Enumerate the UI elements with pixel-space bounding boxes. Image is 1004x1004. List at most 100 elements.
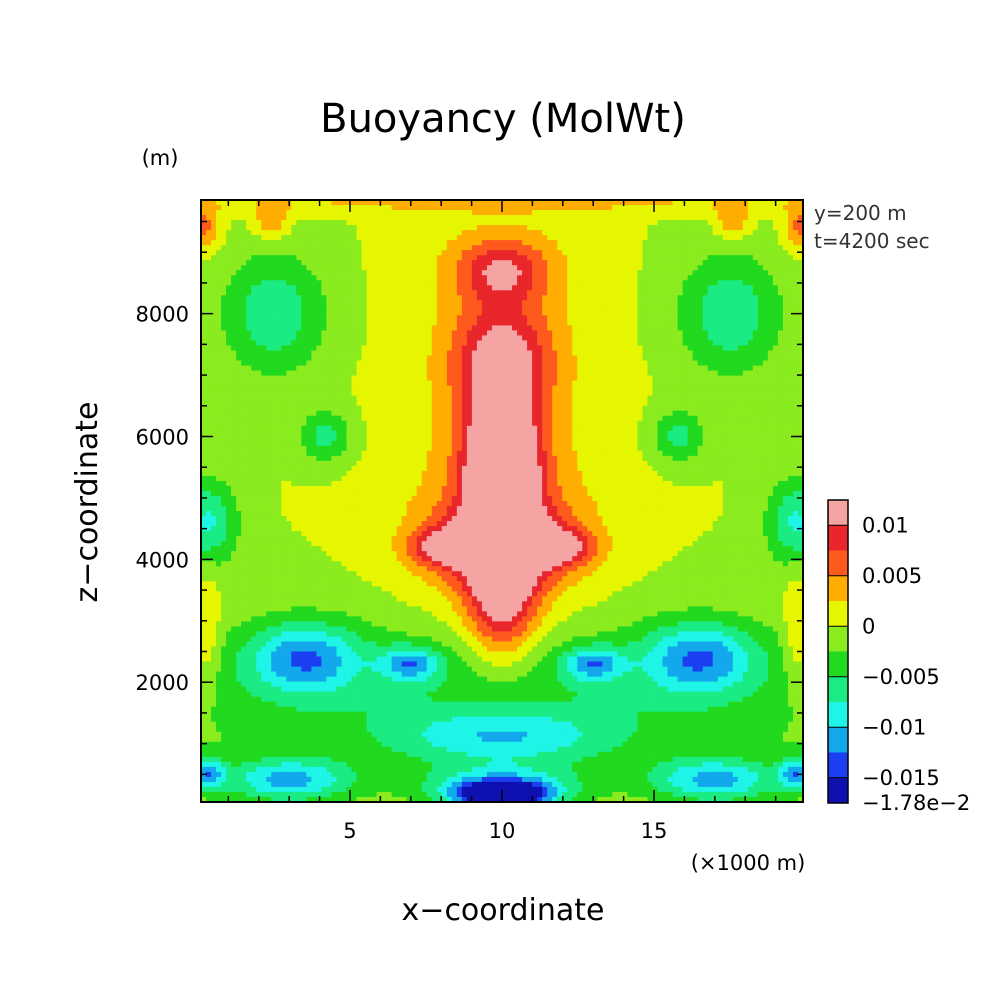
contour-cell [361,225,368,231]
contour-cell [221,305,227,311]
contour-cell [216,315,222,321]
contour-cell [737,240,744,246]
contour-cell [301,355,307,362]
contour-cell [491,345,498,352]
contour-cell [431,365,438,372]
contour-cell [762,350,769,357]
contour-cell [592,315,598,321]
contour-cell [507,365,513,372]
contour-cell [572,300,578,306]
contour-cell [291,270,297,276]
contour-cell [421,315,428,321]
contour-cell [241,300,247,306]
contour-cell [306,350,312,357]
contour-cell [221,220,227,226]
contour-cell [226,300,232,306]
contour-cell [772,390,779,397]
contour-cell [261,225,267,231]
contour-cell [522,325,528,332]
contour-cell [436,355,443,362]
contour-cell [522,280,528,286]
contour-cell [532,200,538,206]
contour-cell [361,370,368,377]
contour-cell [747,255,754,261]
contour-cell [687,310,694,316]
contour-cell [206,230,212,236]
contour-cell [682,360,689,367]
contour-cell [567,230,573,236]
contour-cell [682,295,689,301]
contour-cell [451,345,458,352]
contour-cell [592,205,598,211]
contour-cell [697,220,704,226]
contour-cell [306,365,312,372]
contour-cell [567,355,573,362]
contour-cell [762,260,769,266]
contour-cell [246,350,252,357]
contour-cell [341,305,348,311]
contour-cell [692,230,699,236]
contour-cell [456,320,463,327]
contour-cell [507,230,513,236]
contour-cell [502,295,508,301]
contour-cell [396,360,403,367]
contour-cell [657,370,664,377]
contour-cell [612,385,618,392]
contour-cell [291,320,297,327]
contour-cell [356,320,363,327]
contour-cell [557,375,563,382]
contour-cell [221,240,227,246]
contour-cell [502,265,508,271]
contour-cell [677,280,684,286]
contour-cell [517,275,523,281]
contour-cell [602,250,608,256]
contour-cell [296,390,302,397]
contour-cell [411,395,418,402]
contour-cell [712,355,719,362]
contour-cell [426,220,433,226]
contour-cell [236,255,242,261]
contour-cell [471,260,478,266]
contour-cell [532,290,538,296]
contour-cell [271,260,277,266]
contour-cell [481,210,488,216]
contour-cell [722,330,729,337]
contour-cell [386,220,393,226]
contour-cell [461,390,468,397]
contour-cell [231,320,237,327]
contour-cell [612,360,618,367]
contour-cell [226,390,232,397]
contour-cell [336,390,343,397]
contour-cell [672,290,679,296]
contour-cell [406,350,413,357]
contour-cell [281,340,287,347]
contour-cell [326,360,333,367]
contour-cell [792,230,799,236]
contour-cell [241,350,247,357]
contour-cell [692,205,699,211]
contour-cell [276,380,282,387]
contour-cell [717,365,724,372]
contour-cell [246,340,252,347]
contour-cell [672,355,679,362]
contour-cell [517,265,523,271]
contour-cell [612,220,618,226]
contour-cell [396,245,403,251]
contour-cell [391,360,398,367]
contour-cell [266,325,272,332]
contour-cell [537,320,543,327]
contour-cell [582,390,588,397]
contour-cell [271,265,277,271]
contour-cell [787,315,794,321]
contour-cell [797,400,804,407]
contour-cell [567,330,573,337]
contour-cell [552,335,558,342]
contour-cell [647,265,654,271]
contour-cell [211,310,217,316]
contour-cell [707,355,714,362]
contour-cell [256,370,262,377]
contour-cell [391,310,398,316]
contour-cell [336,320,343,327]
contour-cell [251,225,257,231]
contour-cell [431,225,438,231]
